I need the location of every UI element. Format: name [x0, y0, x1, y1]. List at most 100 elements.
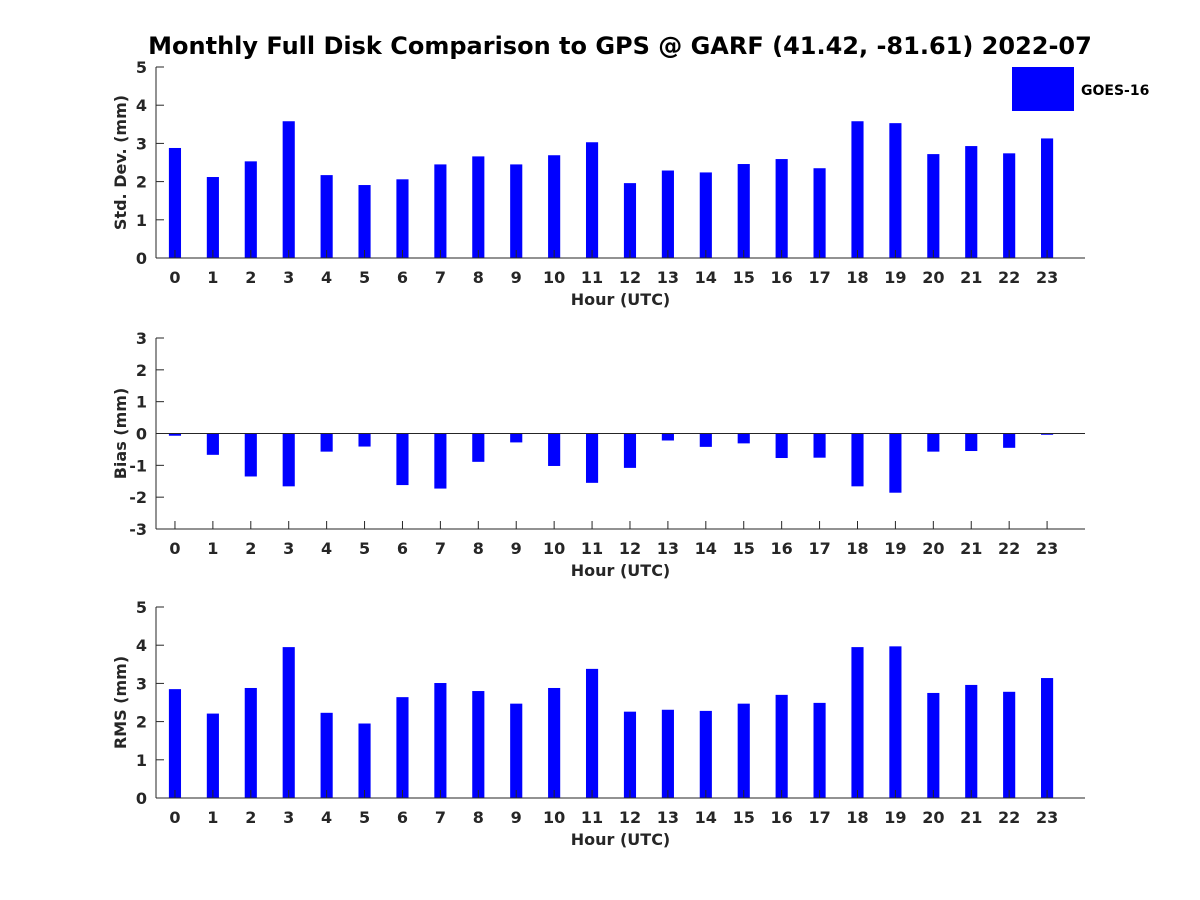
bar — [889, 433, 902, 493]
x-tick-label: 23 — [1036, 808, 1058, 827]
bar — [206, 433, 219, 455]
bar — [1003, 433, 1016, 448]
x-tick-label: 9 — [511, 268, 522, 287]
bar — [813, 433, 826, 458]
y-tick-label: 5 — [136, 58, 147, 77]
bar — [851, 647, 864, 798]
x-tick-label: 17 — [808, 539, 830, 558]
y-tick-label: 2 — [136, 361, 147, 380]
bar — [623, 433, 637, 468]
x-tick-label: 12 — [619, 539, 641, 558]
bar — [358, 723, 371, 798]
bar — [282, 433, 295, 487]
x-tick-label: 1 — [207, 539, 218, 558]
bar — [396, 697, 409, 798]
x-tick-label: 0 — [169, 808, 180, 827]
bar — [168, 147, 182, 258]
bar — [320, 712, 333, 798]
x-tick-label: 10 — [543, 268, 565, 287]
y-tick-label: 0 — [136, 249, 147, 268]
x-tick-label: 9 — [511, 539, 522, 558]
x-tick-label: 20 — [922, 808, 944, 827]
bar — [358, 185, 371, 258]
bar — [244, 433, 257, 477]
x-axis-label: Hour (UTC) — [571, 561, 671, 580]
bar — [510, 164, 523, 258]
x-tick-label: 4 — [321, 539, 332, 558]
x-tick-label: 13 — [657, 539, 679, 558]
y-tick-label: 4 — [136, 636, 147, 655]
bar — [813, 168, 826, 258]
y-tick-label: 5 — [136, 598, 147, 617]
y-tick-label: 1 — [136, 751, 147, 770]
bar — [775, 694, 788, 798]
y-tick-label: 2 — [136, 713, 147, 732]
x-tick-label: 18 — [846, 539, 868, 558]
bar — [320, 175, 333, 258]
bar — [775, 433, 788, 459]
x-tick-label: 14 — [695, 268, 717, 287]
legend-swatch — [1012, 67, 1074, 111]
bar — [737, 433, 750, 444]
bar — [1041, 433, 1054, 435]
x-tick-label: 11 — [581, 268, 603, 287]
x-tick-label: 19 — [884, 808, 906, 827]
legend-label: GOES-16 — [1081, 83, 1149, 99]
bar — [282, 647, 295, 798]
x-axis-label: Hour (UTC) — [571, 830, 671, 849]
bar — [548, 687, 561, 798]
bar — [889, 646, 902, 798]
bar — [396, 433, 409, 486]
chart-title: Monthly Full Disk Comparison to GPS @ GA… — [148, 32, 1092, 60]
bar — [585, 142, 599, 258]
bar — [889, 123, 902, 259]
x-tick-label: 20 — [922, 268, 944, 287]
bar — [244, 161, 257, 258]
x-tick-label: 17 — [808, 268, 830, 287]
bar — [358, 433, 371, 447]
bar — [1041, 678, 1054, 798]
x-tick-label: 12 — [619, 808, 641, 827]
bar — [661, 709, 674, 798]
x-tick-label: 4 — [321, 808, 332, 827]
bar — [585, 433, 599, 483]
bar — [965, 433, 978, 452]
x-tick-label: 17 — [808, 808, 830, 827]
bar — [851, 121, 864, 259]
x-tick-label: 11 — [581, 539, 603, 558]
y-tick-label: 1 — [136, 211, 147, 230]
bar — [927, 154, 940, 258]
bar — [434, 164, 447, 258]
bar — [927, 433, 940, 452]
bar — [434, 683, 447, 798]
x-tick-label: 9 — [511, 808, 522, 827]
bar — [1003, 153, 1016, 258]
x-tick-label: 16 — [771, 268, 793, 287]
x-tick-label: 10 — [543, 808, 565, 827]
x-tick-label: 3 — [283, 268, 294, 287]
x-tick-label: 22 — [998, 808, 1020, 827]
x-tick-label: 0 — [169, 539, 180, 558]
y-axis-label: Bias (mm) — [111, 388, 130, 480]
bar — [472, 156, 485, 258]
bar — [623, 711, 637, 798]
bar — [282, 121, 295, 259]
bar — [851, 433, 864, 487]
y-tick-label: 3 — [136, 329, 147, 348]
x-tick-label: 10 — [543, 539, 565, 558]
bar — [1041, 138, 1054, 258]
x-tick-label: 8 — [473, 539, 484, 558]
x-tick-label: 15 — [733, 539, 755, 558]
bar — [168, 433, 182, 436]
bar — [699, 710, 712, 798]
bar — [434, 433, 447, 489]
x-tick-label: 19 — [884, 268, 906, 287]
x-tick-label: 6 — [397, 268, 408, 287]
x-tick-label: 6 — [397, 539, 408, 558]
bar — [699, 433, 712, 447]
x-tick-label: 2 — [245, 268, 256, 287]
bar — [965, 146, 978, 258]
y-axis-label: Std. Dev. (mm) — [111, 95, 130, 230]
x-tick-label: 18 — [846, 808, 868, 827]
